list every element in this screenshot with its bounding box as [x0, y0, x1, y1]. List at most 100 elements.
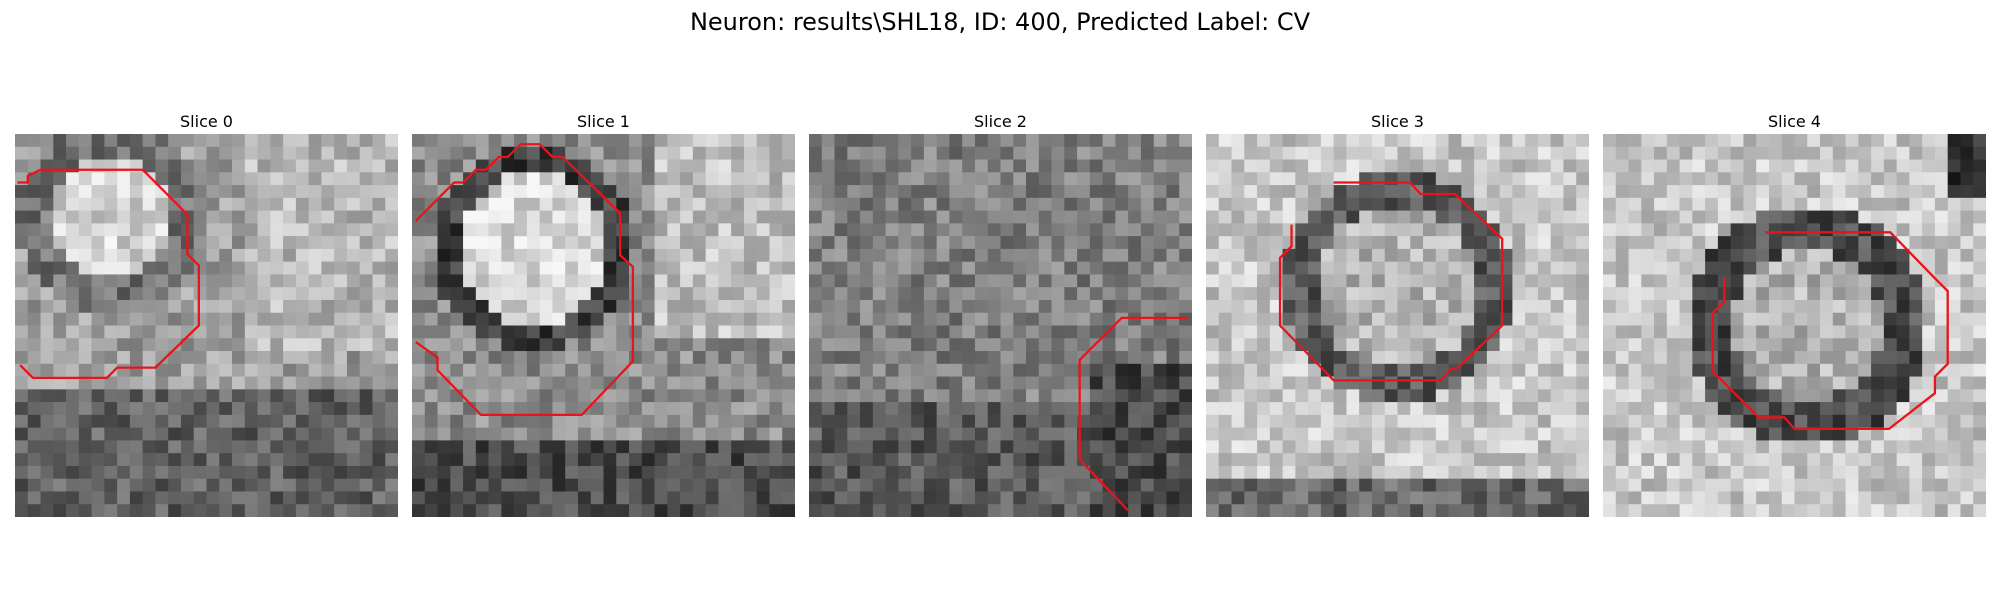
pixel — [1206, 402, 1220, 416]
pixel — [117, 172, 131, 186]
pixel — [283, 134, 297, 148]
pixel — [1320, 402, 1334, 416]
pixel — [475, 248, 489, 262]
pixel — [1320, 312, 1334, 326]
pixel — [15, 210, 29, 224]
pixel — [1934, 453, 1948, 467]
pixel — [1717, 453, 1731, 467]
pixel — [1102, 338, 1116, 352]
pixel — [1768, 465, 1782, 479]
pixel — [692, 159, 706, 173]
pixel — [654, 261, 668, 275]
pixel — [809, 491, 823, 505]
pixel — [1871, 261, 1885, 275]
pixel — [1206, 427, 1220, 441]
slice-title: Slice 3 — [1371, 112, 1424, 131]
pixel — [923, 312, 937, 326]
pixel — [1858, 338, 1872, 352]
pixel — [667, 440, 681, 454]
pixel — [1140, 185, 1154, 199]
pixel — [1064, 402, 1078, 416]
pixel — [1026, 223, 1040, 237]
pixel — [782, 312, 795, 326]
pixel — [488, 210, 502, 224]
pixel — [718, 389, 732, 403]
pixel — [1871, 325, 1885, 339]
pixel — [1295, 376, 1309, 390]
pixel — [1346, 351, 1360, 365]
pixel — [1051, 478, 1065, 492]
pixel — [834, 134, 848, 148]
pixel — [1768, 440, 1782, 454]
pixel — [1179, 491, 1192, 505]
pixel — [78, 351, 92, 365]
pixel — [1781, 197, 1795, 211]
pixel — [1820, 491, 1834, 505]
pixel — [129, 453, 143, 467]
pixel — [475, 210, 489, 224]
pixel — [1320, 299, 1334, 313]
pixel — [1807, 248, 1821, 262]
pixel — [1051, 491, 1065, 505]
pixel — [1295, 299, 1309, 313]
slice-image — [1603, 134, 1986, 517]
pixel — [117, 440, 131, 454]
pixel — [232, 172, 246, 186]
pixel — [987, 146, 1001, 160]
pixel — [949, 427, 963, 441]
pixel — [1128, 261, 1142, 275]
pixel — [450, 223, 464, 237]
pixel — [1717, 159, 1731, 173]
pixel — [885, 146, 899, 160]
pixel — [117, 197, 131, 211]
pixel — [1922, 414, 1936, 428]
pixel — [346, 146, 360, 160]
pixel — [641, 478, 655, 492]
pixel — [1705, 465, 1719, 479]
pixel — [885, 197, 899, 211]
pixel — [1089, 351, 1103, 365]
pixel — [860, 299, 874, 313]
pixel — [654, 402, 668, 416]
pixel — [321, 146, 335, 160]
pixel — [206, 261, 220, 275]
pixel — [1244, 210, 1258, 224]
pixel — [40, 338, 54, 352]
pixel — [1973, 491, 1986, 505]
pixel — [1244, 351, 1258, 365]
pixel — [1244, 134, 1258, 148]
pixel — [565, 325, 579, 339]
pixel — [244, 159, 258, 173]
pixel — [1102, 287, 1116, 301]
pixel — [1537, 504, 1551, 517]
pixel — [1140, 236, 1154, 250]
pixel — [424, 185, 438, 199]
pixel — [1628, 172, 1642, 186]
pixel — [1115, 402, 1129, 416]
pixel — [1537, 351, 1551, 365]
pixel — [1654, 146, 1668, 160]
pixel — [270, 248, 284, 262]
pixel — [257, 172, 271, 186]
pixel — [66, 504, 80, 517]
pixel — [1257, 185, 1271, 199]
pixel — [437, 478, 451, 492]
pixel — [412, 223, 426, 237]
pixel — [1461, 159, 1475, 173]
pixel — [705, 453, 719, 467]
pixel — [283, 223, 297, 237]
pixel — [834, 389, 848, 403]
pixel — [731, 338, 745, 352]
pixel — [1140, 478, 1154, 492]
pixel — [1102, 223, 1116, 237]
pixel — [756, 134, 770, 148]
pixel — [539, 261, 553, 275]
pixel — [847, 453, 861, 467]
pixel — [1486, 210, 1500, 224]
pixel — [1013, 146, 1027, 160]
pixel — [809, 478, 823, 492]
pixel — [1359, 223, 1373, 237]
pixel — [40, 453, 54, 467]
pixel — [1525, 414, 1539, 428]
pixel — [1051, 210, 1065, 224]
